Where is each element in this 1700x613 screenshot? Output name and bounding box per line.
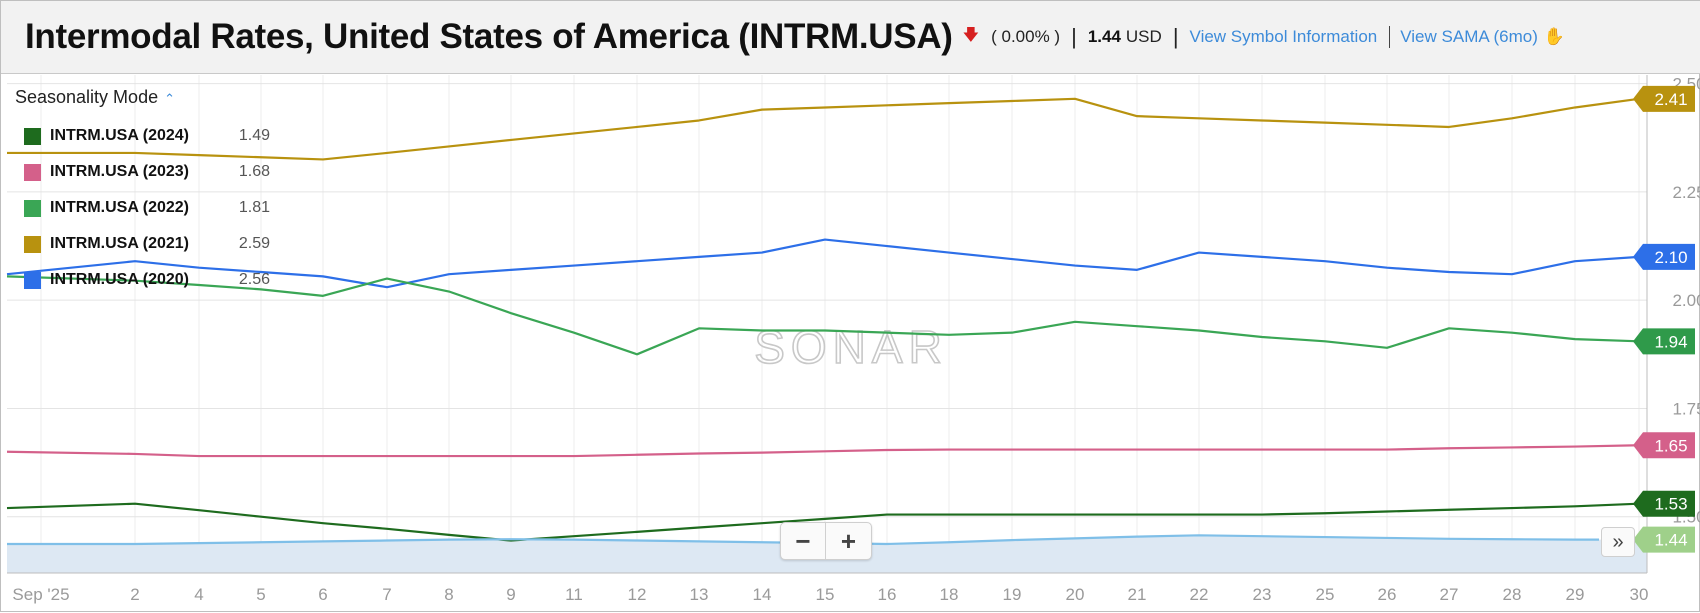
- x-tick-label: 15: [816, 585, 835, 604]
- legend-item-value: 1.49: [238, 127, 270, 144]
- series-line: [6, 238, 1640, 289]
- x-tick-label: 9: [506, 585, 515, 604]
- legend: Seasonality Mode ⌃ INTRM.USA (2024) 1.49 IN…: [15, 87, 270, 298]
- legend-item-value: 1.81: [238, 199, 270, 216]
- price-value: 1.44: [1087, 27, 1121, 46]
- legend-item-name: INTRM.USA (2023): [50, 163, 189, 180]
- series-line: [7, 97, 1640, 161]
- x-tick-label: 16: [878, 585, 897, 604]
- legend-item-name: INTRM.USA (2021): [50, 235, 189, 252]
- grid-lines: [7, 75, 1647, 573]
- view-symbol-information-link[interactable]: View Symbol Information: [1189, 27, 1378, 46]
- link-separator: [1389, 26, 1391, 48]
- x-tick-label: 29: [1566, 585, 1585, 604]
- legend-item[interactable]: INTRM.USA (2022) 1.81: [15, 190, 270, 226]
- x-tick-label: 25: [1316, 585, 1335, 604]
- legend-item-name: INTRM.USA (2022): [50, 199, 189, 216]
- end-value-label: 2.41: [1654, 90, 1687, 109]
- end-value-tag: [1633, 526, 1695, 553]
- legend-item-name: INTRM.USA (2020): [50, 271, 189, 288]
- legend-item-value: 1.68: [238, 163, 270, 180]
- end-value-tag: [1633, 243, 1695, 270]
- x-tick-label: 26: [1378, 585, 1397, 604]
- x-tick-label: 19: [1003, 585, 1022, 604]
- end-value-label: 1.65: [1654, 436, 1687, 455]
- legend-item[interactable]: INTRM.USA (2024) 1.49: [15, 118, 270, 154]
- header-separator: |: [1172, 24, 1179, 49]
- legend-item-value: 2.59: [238, 235, 270, 252]
- x-tick-label: 12: [628, 585, 647, 604]
- end-value-label: 1.94: [1654, 332, 1687, 351]
- end-value-tag: [1633, 85, 1695, 112]
- price-unit: USD: [1125, 27, 1162, 46]
- legend-header: Seasonality Mode ⌃: [15, 87, 270, 108]
- x-tick-label: 11: [565, 585, 583, 604]
- legend-swatch: [24, 199, 41, 217]
- y-tick-label: 2.25: [1672, 183, 1700, 202]
- series-line: [6, 502, 1640, 542]
- y-tick-label: 2.00: [1672, 291, 1700, 310]
- header-separator: |: [1071, 24, 1077, 49]
- legend-item-name: INTRM.USA (2024): [50, 127, 189, 144]
- x-tick-label: 14: [753, 585, 772, 604]
- legend-item[interactable]: INTRM.USA (2023) 1.68: [15, 154, 270, 190]
- chart-header: Intermodal Rates, United States of Ameri…: [1, 1, 1700, 74]
- x-tick-label: 7: [382, 585, 391, 604]
- x-tick-label: 5: [256, 585, 265, 604]
- x-tick-label: 8: [444, 585, 453, 604]
- y-tick-label: 1.75: [1672, 399, 1700, 418]
- x-tick-label: 4: [194, 585, 203, 604]
- view-sama-link[interactable]: View SAMA (6mo): [1400, 27, 1538, 46]
- expand-chevron-icon[interactable]: »: [1601, 527, 1635, 557]
- x-tick-label: 28: [1503, 585, 1522, 604]
- x-tick-label: 22: [1190, 585, 1209, 604]
- legend-swatch: [24, 127, 41, 145]
- zoom-out-button[interactable]: −: [781, 523, 827, 559]
- legend-swatch: [24, 163, 41, 181]
- series-line: [6, 275, 1640, 356]
- page-title: Intermodal Rates, United States of Ameri…: [25, 17, 953, 56]
- x-tick-label: 23: [1253, 585, 1272, 604]
- chevron-up-icon[interactable]: ⌃: [164, 91, 175, 106]
- end-value-label: 1.44: [1654, 531, 1687, 550]
- legend-swatch: [24, 235, 41, 253]
- zoom-controls: − +: [780, 522, 872, 560]
- seasonality-mode-label: Seasonality Mode: [15, 87, 159, 107]
- x-tick-label: 6: [318, 585, 327, 604]
- end-value-tag: [1633, 432, 1695, 459]
- legend-item-value: 2.56: [238, 271, 270, 288]
- legend-items: INTRM.USA (2024) 1.49 INTRM.USA (2023) 1.68…: [15, 118, 270, 298]
- x-tick-label: 30: [1630, 585, 1649, 604]
- legend-item[interactable]: INTRM.USA (2020) 2.56: [15, 262, 270, 298]
- end-value-label: 2.10: [1654, 248, 1687, 267]
- x-tick-label: 20: [1066, 585, 1085, 604]
- series-line: [6, 444, 1640, 458]
- down-arrow-icon: 🡇: [962, 26, 980, 44]
- end-tags: 2.41 2.10 1.94 1.65 1.53 1.44: [1633, 85, 1695, 553]
- end-value-tag: [1633, 490, 1695, 517]
- x-tick-label: 21: [1128, 585, 1147, 604]
- end-value-tag: [1633, 328, 1695, 355]
- legend-item[interactable]: INTRM.USA (2021) 2.59: [15, 226, 270, 262]
- sonar-watermark: SONAR: [754, 321, 948, 373]
- change-percent: ( 0.00% ): [991, 27, 1061, 46]
- x-tick-label: 27: [1440, 585, 1459, 604]
- lightbulb-icon[interactable]: ✋: [1543, 27, 1566, 46]
- x-tick-label: Sep '25: [12, 585, 69, 604]
- zoom-in-button[interactable]: +: [840, 525, 857, 556]
- x-tick-label: 2: [130, 585, 139, 604]
- x-tick-label: 13: [690, 585, 709, 604]
- x-tick-label: 18: [940, 585, 959, 604]
- legend-swatch: [24, 271, 41, 289]
- end-value-label: 1.53: [1654, 495, 1687, 514]
